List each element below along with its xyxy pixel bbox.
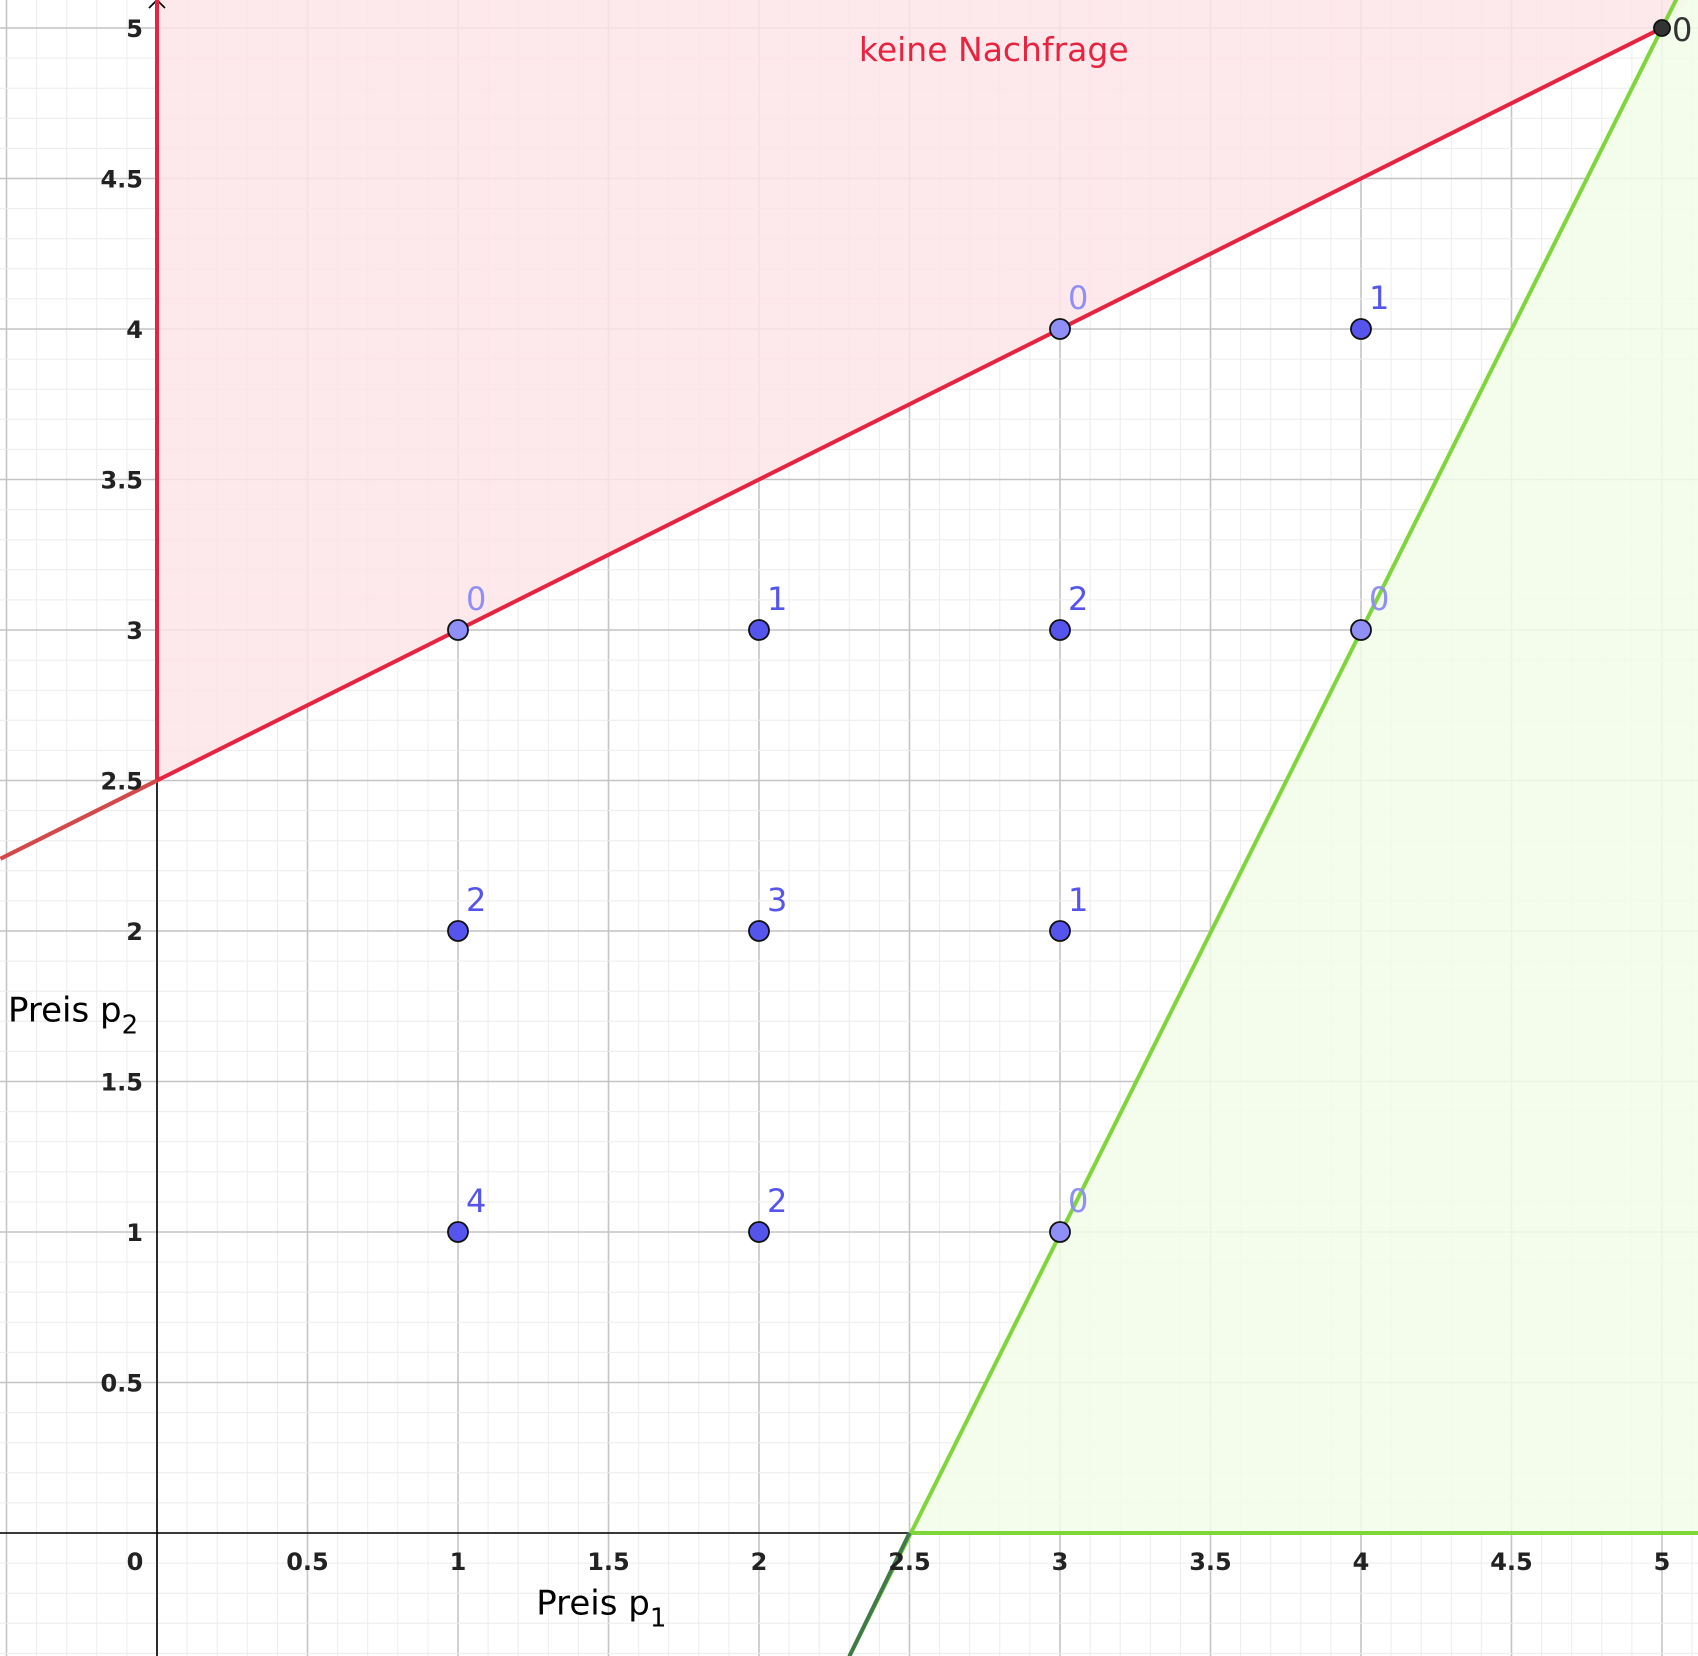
data-point-label: 4 <box>466 1182 486 1220</box>
y-axis-arrow-icon <box>148 0 166 9</box>
red-line-extension <box>0 778 158 861</box>
x-axis-title: Preis p1 <box>536 1583 666 1633</box>
x-tick-label: 2 <box>751 1548 768 1576</box>
region-fill-2 <box>909 0 1698 1533</box>
data-point-label: 2 <box>466 881 486 919</box>
x-tick-label: 3 <box>1052 1548 1069 1576</box>
x-tick-label: 4.5 <box>1490 1548 1533 1576</box>
y-tick-label: 1 <box>126 1219 143 1247</box>
data-point <box>748 619 770 641</box>
y-tick-label: 0.5 <box>100 1370 143 1398</box>
tick-labels: 0 0.5 1 1.5 2 2.5 3 3.5 4 4.5 5 0.5 1 1.5 2 2.5 3 3.5 4 4.5… <box>100 15 1670 1576</box>
data-point <box>1049 920 1071 942</box>
data-points: 0 1 2 0 0 1 2 3 1 4 2 0 0 <box>447 11 1692 1243</box>
y-tick-label: 4 <box>126 316 143 344</box>
data-point <box>1653 19 1671 37</box>
chart-texts: keine Nachfrage Preis p1 Preis p2 <box>8 30 1129 1633</box>
x-tick-label: 3.5 <box>1189 1548 1232 1576</box>
data-point <box>1049 318 1071 340</box>
y-axis-title: Preis p2 <box>8 990 138 1040</box>
x-tick-label: 2.5 <box>888 1548 931 1576</box>
data-point-label: 2 <box>767 1182 787 1220</box>
y-tick-label: 1.5 <box>100 1069 143 1097</box>
data-point-label: 0 <box>1672 11 1692 49</box>
region-fill-1 <box>157 0 1690 781</box>
regions <box>157 0 1698 1533</box>
data-point-label: 0 <box>466 580 486 618</box>
y-tick-label: 3.5 <box>100 467 143 495</box>
y-axis-title-base: Preis p <box>8 990 122 1030</box>
data-point <box>1350 619 1372 641</box>
green-boundary-line <box>847 0 1679 1656</box>
red-boundary-line <box>0 26 1663 861</box>
data-point <box>748 1221 770 1243</box>
y-tick-label: 5 <box>126 15 143 43</box>
data-point-label: 2 <box>1068 580 1088 618</box>
x-tick-label: 5 <box>1654 1548 1671 1576</box>
data-point <box>447 920 469 942</box>
data-point-label: 0 <box>1068 1182 1088 1220</box>
x-tick-label: 0.5 <box>286 1548 329 1576</box>
x-axis-title-base: Preis p <box>536 1583 650 1623</box>
data-point-label: 0 <box>1369 580 1389 618</box>
y-tick-label: 3 <box>126 617 143 645</box>
data-point-label: 1 <box>1369 279 1389 317</box>
x-tick-label: 1.5 <box>587 1548 630 1576</box>
data-point <box>447 1221 469 1243</box>
x-tick-label: 1 <box>450 1548 467 1576</box>
y-axis-title-subscript: 2 <box>122 1010 139 1040</box>
green-line-extension <box>847 1532 912 1656</box>
data-point <box>1049 1221 1071 1243</box>
data-point <box>748 920 770 942</box>
data-point-label: 3 <box>767 881 787 919</box>
data-point-label: 1 <box>1068 881 1088 919</box>
data-point-label: 1 <box>767 580 787 618</box>
x-tick-label: 4 <box>1353 1548 1370 1576</box>
x-axis-title-subscript: 1 <box>650 1603 667 1633</box>
data-point <box>1350 318 1372 340</box>
data-point-label: 0 <box>1068 279 1088 317</box>
data-point <box>447 619 469 641</box>
y-tick-label: 2.5 <box>100 768 143 796</box>
data-point <box>1049 619 1071 641</box>
region-label-keine-nachfrage: keine Nachfrage <box>859 30 1129 69</box>
y-tick-label: 2 <box>126 918 143 946</box>
x-tick-label: 0 <box>127 1548 144 1576</box>
y-tick-label: 4.5 <box>100 166 143 194</box>
